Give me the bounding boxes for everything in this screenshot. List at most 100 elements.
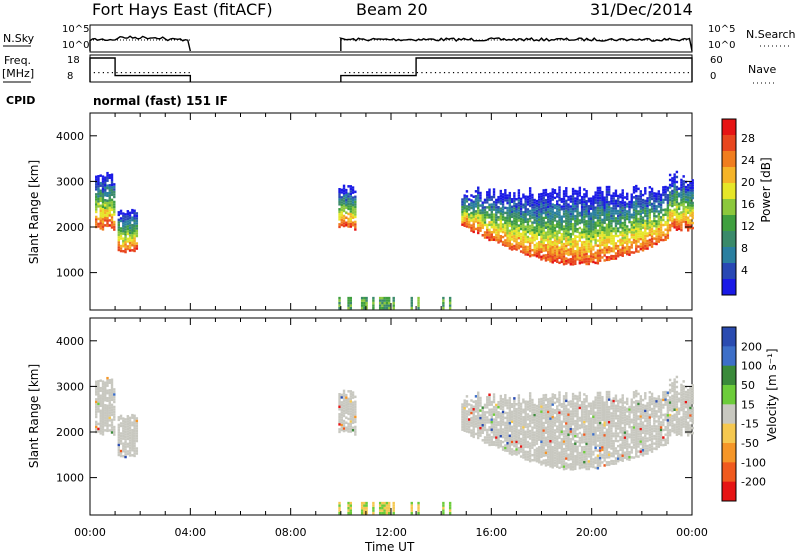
power-cell (551, 240, 554, 244)
velocity-cell (97, 385, 100, 388)
power-cell (104, 206, 107, 210)
velocity-cell (621, 419, 624, 422)
velocity-cell (567, 430, 570, 434)
velocity-cell (569, 452, 572, 456)
velocity-cell (101, 423, 105, 426)
velocity-cell (124, 440, 127, 444)
velocity-cell (553, 416, 557, 420)
power-cell (472, 220, 475, 224)
power-cell (587, 260, 591, 263)
power-cell (488, 221, 491, 224)
velocity-cell (617, 434, 620, 438)
power-cell (472, 215, 475, 219)
power-cell (598, 206, 602, 210)
power-cell (531, 253, 534, 257)
power-cell (576, 197, 579, 201)
power-cell (668, 223, 672, 227)
power-cell (417, 304, 420, 307)
velocity-cell (117, 431, 120, 434)
velocity-cell (119, 439, 123, 443)
power-cell (637, 212, 640, 216)
power-cell (562, 227, 566, 231)
velocity-cell (598, 401, 602, 405)
velocity-cell (578, 466, 582, 470)
power-cell (133, 232, 136, 235)
velocity-cell (488, 436, 491, 439)
power-cell (610, 247, 613, 250)
power-cell (614, 204, 618, 208)
velocity-cell (128, 449, 132, 452)
velocity-cell (650, 402, 654, 406)
velocity-cell (124, 423, 127, 426)
velocity-cell (585, 462, 588, 466)
power-cell (540, 245, 543, 249)
velocity-cell (632, 426, 636, 429)
power-cell (671, 204, 674, 208)
power-cell (592, 220, 595, 224)
power-cell (671, 219, 674, 223)
power-cell (549, 194, 552, 198)
velocity-cell (585, 412, 588, 416)
power-cell (594, 211, 597, 214)
power-cell (522, 241, 525, 244)
velocity-cell (585, 467, 588, 471)
power-cell (124, 248, 127, 251)
velocity-cell (565, 437, 568, 440)
power-cell (537, 256, 541, 259)
velocity-cell (119, 432, 123, 435)
velocity-cell (508, 396, 512, 400)
power-cell (486, 206, 489, 209)
velocity-cell (644, 409, 647, 413)
power-cell (623, 218, 627, 222)
velocity-cell (477, 424, 480, 427)
power-cell (691, 209, 694, 212)
power-cell (385, 296, 389, 300)
power-cell (347, 212, 350, 216)
power-cell (347, 200, 350, 203)
power-cell (623, 196, 627, 199)
velocity-cell (354, 433, 357, 436)
power-cell (583, 258, 586, 261)
power-cell (666, 186, 670, 190)
power-cell (542, 241, 545, 245)
power-cell (592, 200, 595, 203)
power-cell (342, 184, 346, 188)
velocity-cell (104, 383, 107, 387)
velocity-cell (589, 422, 593, 425)
power-cell (492, 193, 496, 196)
power-cell (488, 228, 491, 232)
power-cell (565, 209, 568, 213)
velocity-cell (567, 420, 570, 424)
velocity-cell (477, 431, 480, 435)
velocity-cell (644, 434, 647, 438)
power-cell (104, 199, 107, 202)
power-cell (646, 242, 649, 245)
power-cell (542, 226, 545, 230)
velocity-cell (562, 455, 566, 458)
power-cell (117, 218, 120, 222)
power-cell (558, 231, 561, 234)
velocity-cell (544, 461, 548, 465)
velocity-cell (598, 449, 602, 452)
velocity-cell (639, 432, 642, 436)
power-cell (682, 187, 685, 191)
power-cell (558, 248, 561, 252)
power-cell (612, 207, 615, 210)
velocity-cell (610, 407, 613, 410)
velocity-cell (101, 400, 105, 403)
power-cell (492, 200, 496, 204)
power-cell (583, 195, 586, 199)
power-cell (635, 235, 638, 238)
velocity-cell (569, 432, 572, 436)
power-cell (124, 218, 127, 221)
power-cell (468, 220, 471, 224)
velocity-cell (535, 429, 539, 433)
power-cell (628, 228, 631, 231)
power-cell (560, 260, 563, 264)
velocity-cell (124, 455, 127, 459)
velocity-cell (122, 449, 125, 453)
noise-panel (89, 24, 693, 53)
power-cell (345, 193, 348, 197)
power-cell (668, 218, 672, 222)
power-cell (565, 247, 568, 250)
